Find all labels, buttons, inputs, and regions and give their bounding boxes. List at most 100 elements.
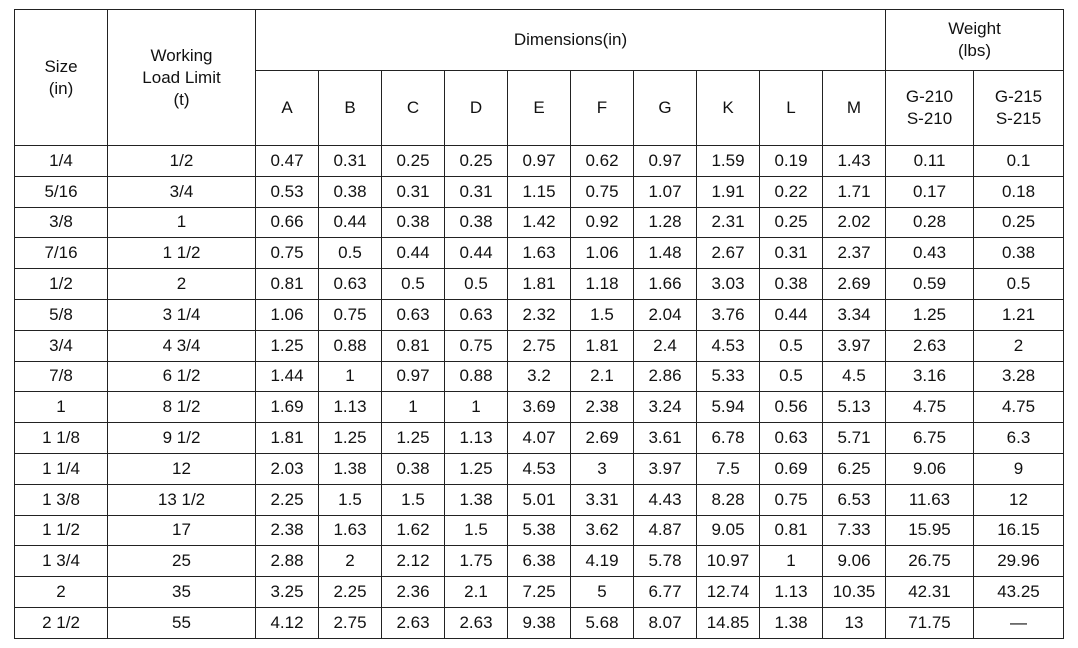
dim-header-c: C <box>381 70 445 146</box>
cell-dim-g: 4.43 <box>633 483 697 516</box>
cell-dim-m: 3.34 <box>822 298 886 331</box>
cell-dim-l: 0.69 <box>759 452 823 485</box>
cell-dim-b: 0.75 <box>318 298 382 331</box>
cell-dim-m: 9.06 <box>822 545 886 578</box>
cell-dim-f: 3.31 <box>570 483 634 516</box>
cell-working-load-limit: 1/2 <box>107 145 256 177</box>
cell-size: 1 <box>14 391 108 424</box>
cell-dim-d: 0.5 <box>444 268 508 300</box>
dim-header-g: G <box>633 70 697 146</box>
cell-dim-l: 0.63 <box>759 422 823 454</box>
cell-dim-b: 1.13 <box>318 391 382 424</box>
cell-dim-a: 0.81 <box>255 268 319 300</box>
working-load-limit-header: Working Load Limit (t) <box>107 9 256 146</box>
table-row: 5/8 3 1/4 1.06 0.75 0.63 0.63 2.32 1.5 2.04 3.76 0… <box>14 298 1064 331</box>
cell-dim-l: 0.56 <box>759 391 823 424</box>
cell-dim-a: 2.03 <box>255 452 319 485</box>
cell-dim-m: 13 <box>822 606 886 639</box>
cell-weight-g210-s210: 0.28 <box>885 206 974 239</box>
cell-dim-b: 0.38 <box>318 175 382 208</box>
dim-header-b: B <box>318 70 382 146</box>
cell-working-load-limit: 4 3/4 <box>107 329 256 362</box>
cell-dim-f: 5.68 <box>570 606 634 639</box>
cell-dim-f: 3 <box>570 452 634 485</box>
cell-size: 1 1/4 <box>14 452 108 485</box>
cell-weight-g210-s210: 4.75 <box>885 391 974 424</box>
table-row: 1 1/8 9 1/2 1.81 1.25 1.25 1.13 4.07 2.69 3.61 6.… <box>14 422 1064 454</box>
cell-dim-d: 0.38 <box>444 206 508 239</box>
cell-dim-l: 1.38 <box>759 606 823 639</box>
cell-dim-f: 3.62 <box>570 514 634 547</box>
table-row: 3/8 1 0.66 0.44 0.38 0.38 1.42 0.92 1.28 2.31 0.25… <box>14 206 1064 239</box>
table-row: 5/16 3/4 0.53 0.38 0.31 0.31 1.15 0.75 1.07 1.91 0… <box>14 175 1064 208</box>
cell-dim-b: 1 <box>318 360 382 393</box>
cell-weight-g215-s215: 0.5 <box>973 268 1064 300</box>
cell-weight-g210-s210: 6.75 <box>885 422 974 454</box>
cell-size: 5/8 <box>14 298 108 331</box>
cell-dim-a: 1.06 <box>255 298 319 331</box>
cell-dim-m: 5.13 <box>822 391 886 424</box>
cell-size: 2 1/2 <box>14 606 108 639</box>
cell-dim-m: 3.97 <box>822 329 886 362</box>
cell-weight-g215-s215: 0.38 <box>973 237 1064 270</box>
cell-size: 7/16 <box>14 237 108 270</box>
cell-dim-m: 1.43 <box>822 145 886 177</box>
cell-dim-m: 2.37 <box>822 237 886 270</box>
cell-dim-k: 5.94 <box>696 391 760 424</box>
cell-size: 1 1/2 <box>14 514 108 547</box>
cell-dim-l: 0.19 <box>759 145 823 177</box>
cell-dim-d: 0.44 <box>444 237 508 270</box>
cell-dim-f: 2.1 <box>570 360 634 393</box>
cell-dim-k: 1.91 <box>696 175 760 208</box>
cell-dim-m: 2.69 <box>822 268 886 300</box>
cell-dim-g: 6.77 <box>633 576 697 608</box>
cell-dim-b: 0.63 <box>318 268 382 300</box>
cell-dim-f: 5 <box>570 576 634 608</box>
cell-dim-g: 4.87 <box>633 514 697 547</box>
cell-dim-e: 3.2 <box>507 360 571 393</box>
cell-dim-g: 1.66 <box>633 268 697 300</box>
cell-weight-g210-s210: 0.59 <box>885 268 974 300</box>
table-row: 1 3/8 13 1/2 2.25 1.5 1.5 1.38 5.01 3.31 4.43 8.2… <box>14 483 1064 516</box>
cell-dim-d: 2.63 <box>444 606 508 639</box>
dim-header-e: E <box>507 70 571 146</box>
cell-weight-g210-s210: 42.31 <box>885 576 974 608</box>
cell-dim-f: 0.62 <box>570 145 634 177</box>
cell-dim-f: 1.06 <box>570 237 634 270</box>
cell-weight-g215-s215: 12 <box>973 483 1064 516</box>
cell-dim-g: 2.86 <box>633 360 697 393</box>
cell-working-load-limit: 55 <box>107 606 256 639</box>
cell-weight-g210-s210: 3.16 <box>885 360 974 393</box>
cell-working-load-limit: 13 1/2 <box>107 483 256 516</box>
cell-dim-e: 1.42 <box>507 206 571 239</box>
cell-dim-k: 9.05 <box>696 514 760 547</box>
cell-dim-l: 0.5 <box>759 329 823 362</box>
cell-weight-g215-s215: 29.96 <box>973 545 1064 578</box>
cell-dim-k: 12.74 <box>696 576 760 608</box>
cell-dim-f: 1.18 <box>570 268 634 300</box>
cell-working-load-limit: 3/4 <box>107 175 256 208</box>
dim-header-m: M <box>822 70 886 146</box>
cell-dim-l: 0.44 <box>759 298 823 331</box>
cell-weight-g215-s215: 4.75 <box>973 391 1064 424</box>
cell-dim-a: 0.53 <box>255 175 319 208</box>
cell-dim-b: 0.31 <box>318 145 382 177</box>
table-row: 2 1/2 55 4.12 2.75 2.63 2.63 9.38 5.68 8.07 14.85… <box>14 606 1064 639</box>
table-header: Size (in) Working Load Limit (t) Dimensi… <box>14 9 1064 146</box>
cell-dim-f: 4.19 <box>570 545 634 578</box>
cell-dim-a: 1.69 <box>255 391 319 424</box>
cell-dim-k: 8.28 <box>696 483 760 516</box>
cell-dim-a: 2.88 <box>255 545 319 578</box>
cell-dim-e: 0.97 <box>507 145 571 177</box>
cell-dim-m: 6.25 <box>822 452 886 485</box>
cell-dim-g: 3.97 <box>633 452 697 485</box>
table-row: 1 1/2 17 2.38 1.63 1.62 1.5 5.38 3.62 4.87 9.05 0.… <box>14 514 1064 547</box>
cell-dim-f: 0.75 <box>570 175 634 208</box>
cell-dim-k: 10.97 <box>696 545 760 578</box>
cell-working-load-limit: 1 1/2 <box>107 237 256 270</box>
cell-dim-c: 0.38 <box>381 206 445 239</box>
cell-dim-g: 8.07 <box>633 606 697 639</box>
spec-table-container: Size (in) Working Load Limit (t) Dimensi… <box>14 9 1064 639</box>
cell-size: 1 1/8 <box>14 422 108 454</box>
